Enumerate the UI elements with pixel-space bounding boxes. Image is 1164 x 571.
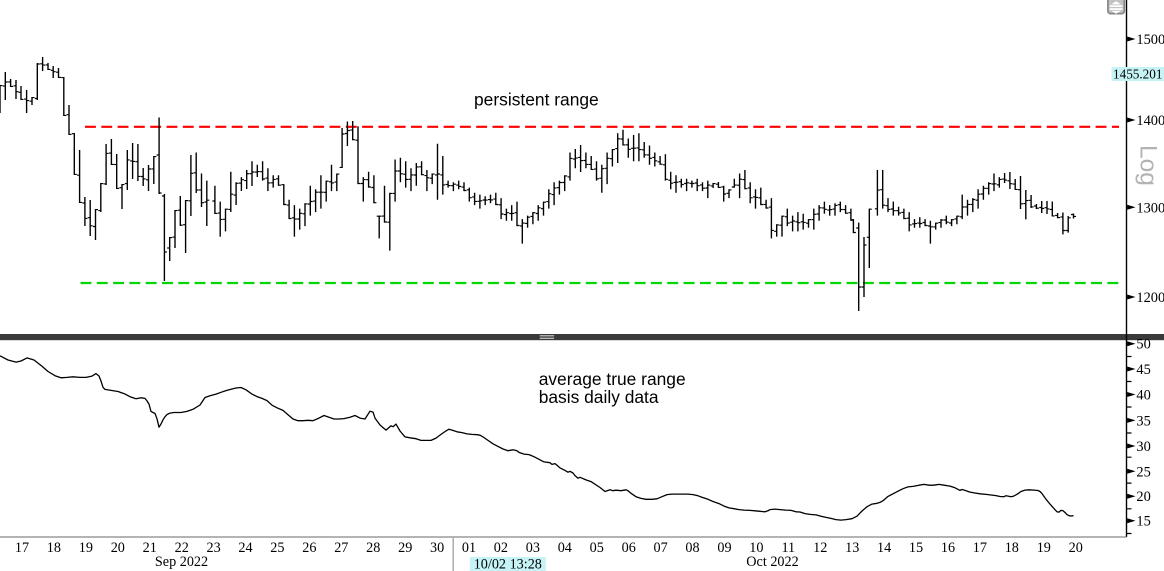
svg-text:19: 19 bbox=[1037, 540, 1051, 556]
svg-text:07: 07 bbox=[654, 540, 668, 556]
svg-text:1455.201: 1455.201 bbox=[1113, 67, 1162, 82]
svg-text:35: 35 bbox=[1136, 413, 1150, 429]
svg-text:01: 01 bbox=[462, 540, 476, 556]
svg-text:02: 02 bbox=[494, 540, 508, 556]
svg-text:average true range: average true range bbox=[539, 369, 686, 389]
svg-text:25: 25 bbox=[1136, 464, 1150, 480]
svg-text:06: 06 bbox=[622, 540, 636, 556]
svg-text:15: 15 bbox=[909, 540, 923, 556]
svg-text:03: 03 bbox=[526, 540, 540, 556]
svg-text:25: 25 bbox=[270, 540, 284, 556]
svg-text:40: 40 bbox=[1136, 388, 1150, 404]
svg-text:basis daily data: basis daily data bbox=[539, 387, 659, 407]
svg-text:27: 27 bbox=[334, 540, 348, 556]
svg-text:45: 45 bbox=[1136, 362, 1150, 378]
svg-text:15: 15 bbox=[1136, 514, 1150, 530]
svg-text:26: 26 bbox=[302, 540, 316, 556]
svg-text:05: 05 bbox=[590, 540, 604, 556]
svg-text:09: 09 bbox=[717, 540, 731, 556]
svg-text:Sep 2022: Sep 2022 bbox=[155, 554, 208, 570]
svg-text:28: 28 bbox=[366, 540, 380, 556]
svg-text:50: 50 bbox=[1136, 337, 1150, 353]
svg-text:24: 24 bbox=[238, 540, 252, 556]
svg-text:17: 17 bbox=[973, 540, 987, 556]
svg-text:20: 20 bbox=[1069, 540, 1083, 556]
svg-text:13: 13 bbox=[845, 540, 859, 556]
svg-text:23: 23 bbox=[207, 540, 221, 556]
svg-text:20: 20 bbox=[1136, 489, 1150, 505]
svg-text:1200: 1200 bbox=[1136, 290, 1164, 306]
svg-text:Log: Log bbox=[1135, 145, 1162, 186]
svg-text:22: 22 bbox=[175, 540, 189, 556]
svg-text:30: 30 bbox=[430, 540, 444, 556]
svg-text:29: 29 bbox=[398, 540, 412, 556]
svg-text:10/02 13:28: 10/02 13:28 bbox=[474, 557, 542, 571]
svg-text:12: 12 bbox=[813, 540, 827, 556]
svg-text:20: 20 bbox=[111, 540, 125, 556]
svg-text:Oct 2022: Oct 2022 bbox=[746, 554, 798, 570]
svg-text:14: 14 bbox=[877, 540, 891, 556]
svg-text:10: 10 bbox=[749, 540, 763, 556]
svg-text:16: 16 bbox=[941, 540, 955, 556]
svg-text:1400: 1400 bbox=[1136, 113, 1164, 129]
svg-text:17: 17 bbox=[15, 540, 29, 556]
svg-text:1300: 1300 bbox=[1136, 200, 1164, 216]
svg-text:30: 30 bbox=[1136, 439, 1150, 455]
svg-text:1500: 1500 bbox=[1136, 32, 1164, 48]
svg-text:19: 19 bbox=[79, 540, 93, 556]
svg-text:18: 18 bbox=[47, 540, 61, 556]
svg-text:18: 18 bbox=[1005, 540, 1019, 556]
svg-text:11: 11 bbox=[781, 540, 795, 556]
svg-text:persistent range: persistent range bbox=[474, 89, 599, 109]
svg-text:21: 21 bbox=[143, 540, 157, 556]
svg-text:08: 08 bbox=[685, 540, 699, 556]
svg-text:04: 04 bbox=[558, 540, 572, 556]
